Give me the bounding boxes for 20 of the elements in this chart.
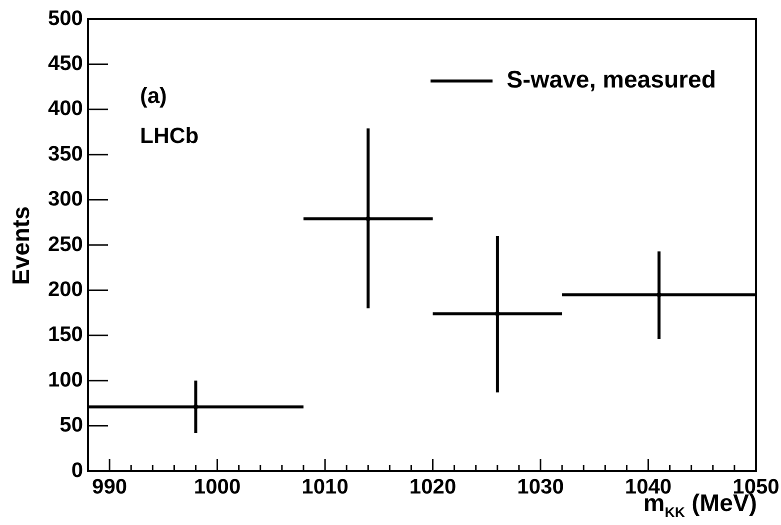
y-axis-title: Events	[8, 206, 36, 285]
y-tick-label: 150	[48, 323, 83, 346]
y-tick-label: 350	[48, 142, 83, 166]
annotation: LHCb	[140, 123, 199, 148]
y-tick-label: 200	[48, 278, 83, 301]
legend-label: S-wave, measured	[506, 66, 716, 94]
y-tick-label: 400	[48, 97, 83, 120]
x-tick-label: 990	[92, 475, 128, 498]
x-tick-label: 1010	[302, 475, 348, 498]
x-tick-label: 1000	[194, 475, 241, 498]
y-tick-label: 100	[48, 368, 83, 392]
y-tick-label: 500	[48, 6, 83, 30]
x-tick-label: 1020	[409, 475, 456, 498]
y-tick-label: 0	[71, 458, 83, 482]
y-tick-label: 300	[48, 188, 83, 211]
y-tick-label: 450	[48, 52, 83, 75]
annotation: (a)	[140, 83, 167, 108]
y-tick-label: 250	[48, 232, 83, 256]
x-tick-label: 1030	[517, 475, 564, 498]
y-tick-label: 50	[60, 414, 83, 437]
